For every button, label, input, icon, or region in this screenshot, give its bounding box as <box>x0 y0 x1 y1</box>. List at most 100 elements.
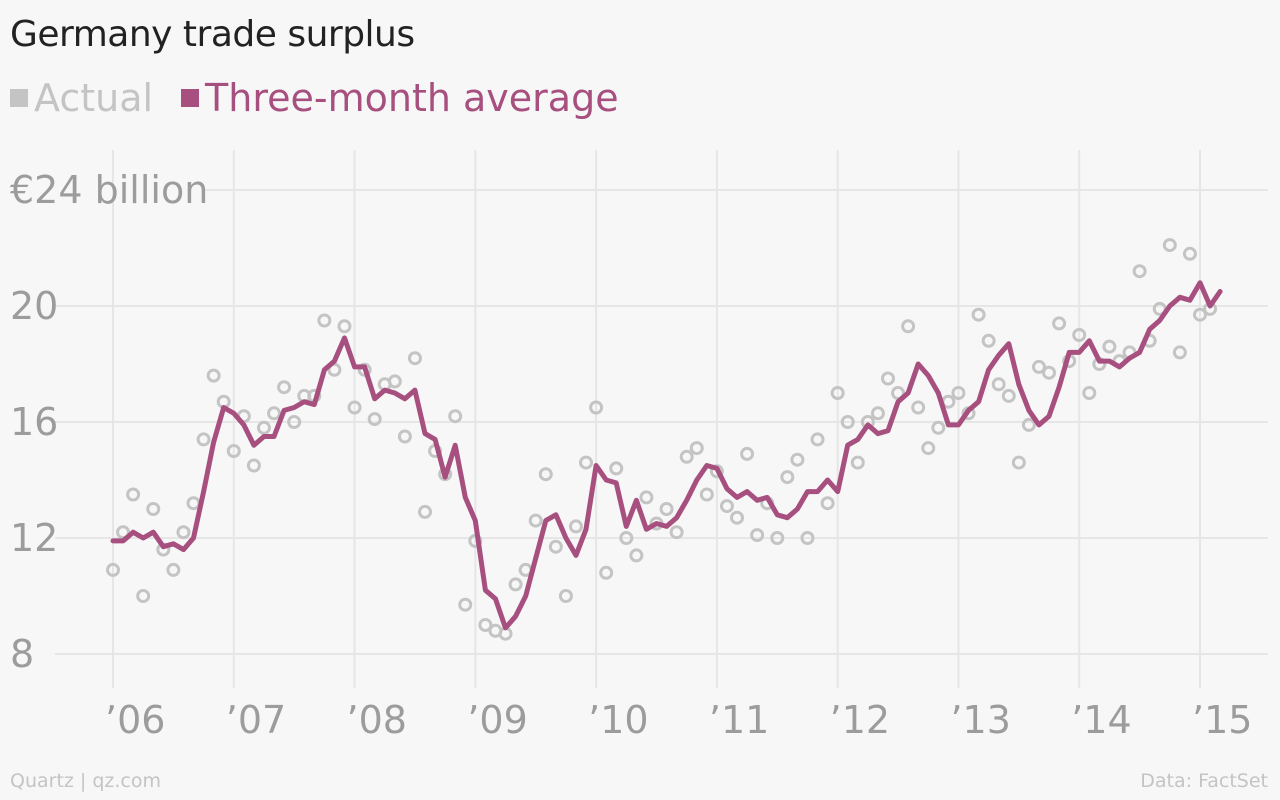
actual-point <box>599 565 614 580</box>
actual-point <box>1182 246 1197 261</box>
actual-point <box>226 444 241 458</box>
actual-point <box>1162 238 1177 253</box>
actual-point <box>166 562 181 577</box>
x-tick-label: ’11 <box>709 698 769 742</box>
legend-swatch-average <box>181 89 200 107</box>
actual-point <box>679 449 694 464</box>
actual-point <box>609 461 624 476</box>
actual-point <box>347 400 362 415</box>
actual-point <box>699 487 714 502</box>
actual-point <box>639 490 654 505</box>
actual-point <box>689 441 704 456</box>
y-tick-label: 16 <box>10 400 58 444</box>
actual-point <box>619 531 634 545</box>
actual-point <box>246 458 261 473</box>
actual-point <box>206 368 221 383</box>
actual-point <box>830 386 845 400</box>
average-line <box>110 280 1223 631</box>
x-tick-label: ’08 <box>347 698 407 742</box>
actual-point <box>548 539 563 554</box>
axis-ticks: €24 billion 20 16 12 8 ’06 ’07 ’08 ’09 ’10 ’11 ’12 ’… <box>10 168 1252 742</box>
actual-point <box>810 432 825 447</box>
actual-point <box>1172 345 1187 360</box>
actual-point <box>730 510 745 525</box>
actual-point <box>126 487 141 502</box>
chart-title: Germany trade surplus <box>10 14 415 55</box>
data-source: Data: FactSet <box>1140 770 1268 792</box>
actual-point <box>256 420 271 435</box>
actual-point <box>146 502 161 516</box>
actual-point <box>1102 339 1117 354</box>
actual-point <box>840 415 855 429</box>
x-tick-label: ’07 <box>226 698 286 742</box>
actual-point <box>880 371 895 386</box>
average-series <box>110 280 1223 631</box>
legend-label-average: Three-month average <box>205 76 619 120</box>
actual-point <box>1011 455 1026 470</box>
actual-series <box>106 238 1218 641</box>
actual-point <box>579 455 594 470</box>
actual-point <box>901 319 916 334</box>
actual-point <box>277 380 292 395</box>
actual-point <box>136 589 151 603</box>
legend-label-actual: Actual <box>34 76 154 120</box>
actual-point <box>669 525 684 540</box>
actual-point <box>287 415 302 429</box>
actual-point <box>971 307 986 322</box>
actual-point <box>407 351 422 366</box>
actual-point <box>186 496 201 511</box>
actual-point <box>478 618 493 632</box>
y-tick-label: 20 <box>10 284 58 328</box>
grid <box>55 150 1268 688</box>
x-tick-label: ’06 <box>105 698 165 742</box>
x-tick-label: ’12 <box>830 698 890 742</box>
x-tick-label: ’10 <box>588 698 648 742</box>
actual-point <box>991 377 1006 392</box>
actual-point <box>629 548 644 563</box>
actual-point <box>367 412 382 427</box>
y-tick-label: €24 billion <box>10 168 208 212</box>
actual-point <box>770 531 785 545</box>
actual-point <box>106 562 120 577</box>
actual-point <box>267 406 282 421</box>
y-tick-label: 12 <box>10 516 58 560</box>
actual-point <box>921 441 936 456</box>
actual-point <box>850 455 865 470</box>
actual-point <box>538 467 553 482</box>
legend: Actual Three-month average <box>10 76 647 120</box>
actual-point <box>317 313 332 328</box>
actual-point <box>397 429 412 444</box>
actual-point <box>719 499 734 514</box>
y-tick-label: 8 <box>10 632 34 676</box>
actual-point <box>1001 388 1016 403</box>
x-tick-label: ’09 <box>467 698 527 742</box>
actual-point <box>1082 386 1097 400</box>
x-tick-label: ’15 <box>1192 698 1252 742</box>
actual-point <box>659 502 674 516</box>
actual-point <box>196 432 211 447</box>
legend-item-actual: Actual <box>10 76 153 120</box>
actual-point <box>981 333 996 348</box>
actual-point <box>820 496 835 511</box>
actual-point <box>1031 359 1046 374</box>
legend-swatch-actual <box>10 89 28 107</box>
source-credit: Quartz | qz.com <box>10 770 162 792</box>
actual-point <box>508 577 523 592</box>
actual-point <box>357 362 372 377</box>
actual-point <box>1042 365 1057 380</box>
actual-point <box>1021 417 1036 432</box>
actual-point <box>568 519 583 534</box>
actual-point <box>589 400 604 415</box>
actual-point <box>800 531 815 545</box>
x-tick-label: ’13 <box>950 698 1010 742</box>
actual-point <box>780 470 795 485</box>
actual-point <box>1193 307 1207 322</box>
actual-point <box>870 406 885 421</box>
actual-point <box>951 386 966 400</box>
actual-point <box>1072 328 1087 342</box>
actual-point <box>337 319 352 334</box>
actual-point <box>528 513 543 528</box>
actual-point <box>790 452 805 467</box>
actual-point <box>458 597 473 612</box>
